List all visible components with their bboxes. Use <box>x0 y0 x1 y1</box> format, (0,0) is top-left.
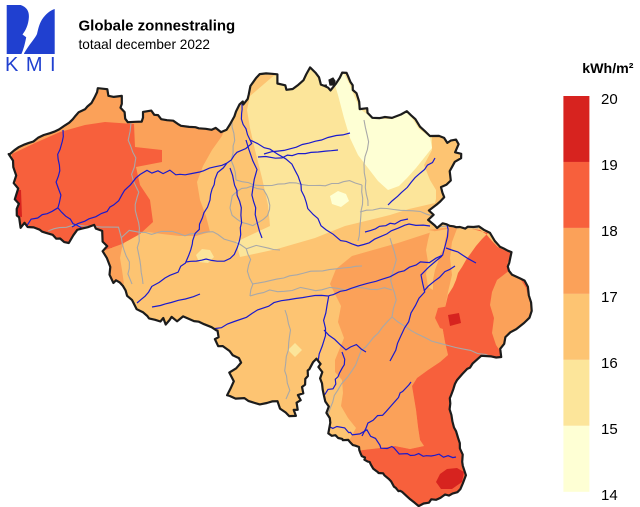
svg-text:19: 19 <box>601 157 618 174</box>
svg-text:20: 20 <box>601 91 618 108</box>
svg-text:Globale zonnestraling: Globale zonnestraling <box>79 18 236 35</box>
svg-text:totaal december 2022: totaal december 2022 <box>79 37 211 52</box>
svg-text:kWh/m²: kWh/m² <box>582 61 634 77</box>
svg-text:16: 16 <box>601 355 618 372</box>
svg-text:15: 15 <box>601 421 618 438</box>
svg-text:18: 18 <box>601 223 618 240</box>
svg-text:17: 17 <box>601 289 618 306</box>
svg-text:14: 14 <box>601 487 618 504</box>
svg-text:KMI: KMI <box>5 54 63 76</box>
